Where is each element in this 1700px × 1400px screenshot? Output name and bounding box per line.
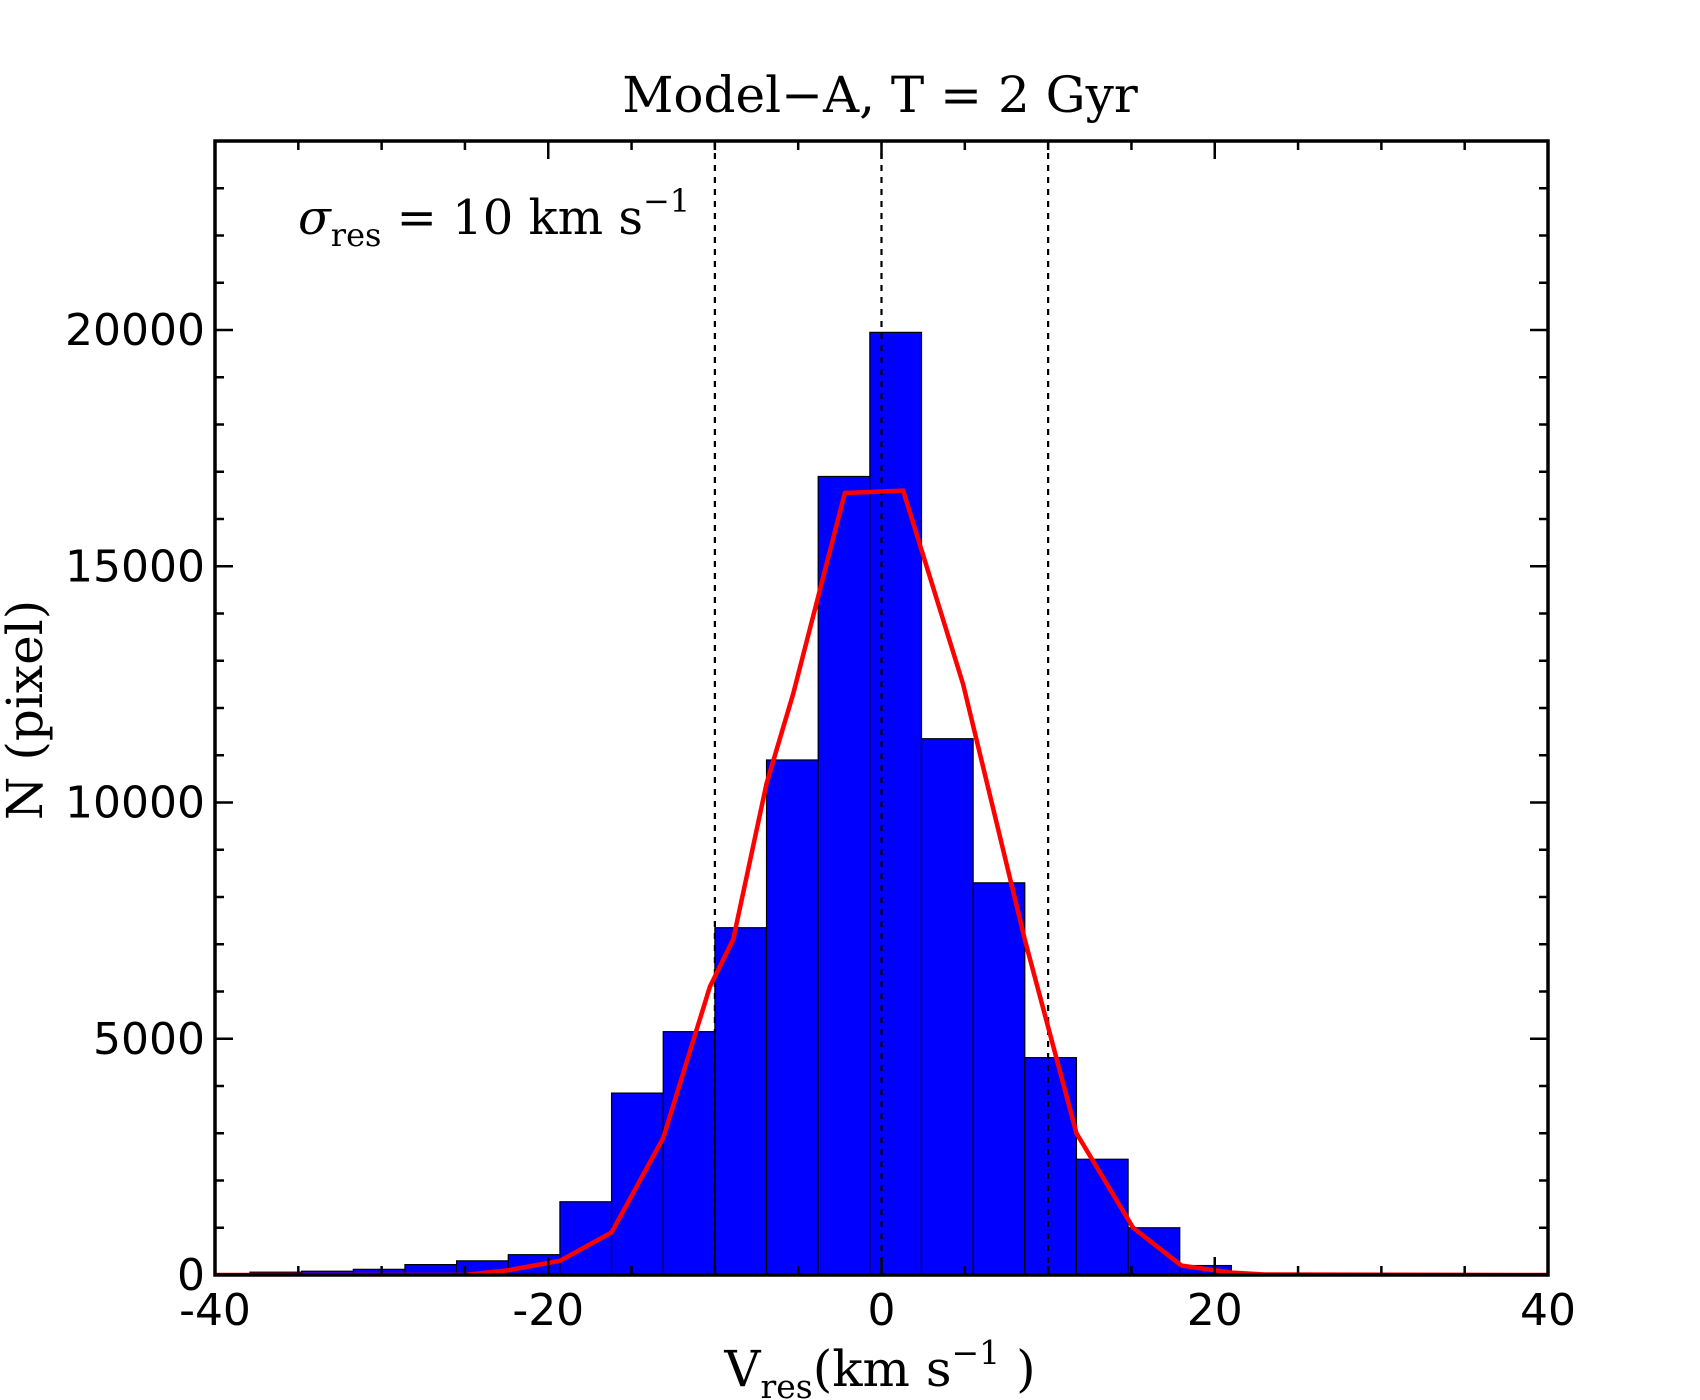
plot-frame [213, 139, 1550, 1277]
histogram-bar [765, 759, 819, 1275]
histogram-bar [817, 475, 871, 1275]
x-axis-label: Vres(km s−1 ) [723, 1333, 1035, 1400]
histogram-bar [869, 331, 923, 1275]
histogram-bar [662, 1031, 716, 1275]
x-tick-labels: -40 -20 0 20 40 [179, 1285, 1576, 1336]
histogram-bar [920, 738, 974, 1275]
histogram-bar [1127, 1227, 1181, 1275]
x-tick-label: -20 [512, 1285, 584, 1336]
y-axis-label: N (pixel) [0, 600, 54, 820]
histogram-bar [1024, 1057, 1078, 1275]
y-tick-label: 0 [177, 1250, 205, 1301]
y-tick-label: 15000 [65, 541, 205, 592]
y-tick-labels: 0 5000 10000 15000 20000 [65, 305, 205, 1301]
x-tick-label: 40 [1520, 1285, 1576, 1336]
chart-title: Model−A, T = 2 Gyr [622, 66, 1138, 124]
dashed-reference-lines [713, 141, 1050, 1275]
y-tick-label: 10000 [65, 778, 205, 829]
sigma-annotation: σres = 10 km s−1 [298, 182, 690, 254]
y-tick-label: 20000 [65, 305, 205, 356]
histogram-bars [215, 331, 1542, 1275]
x-tick-label: -40 [179, 1285, 251, 1336]
x-tick-label: 0 [868, 1285, 896, 1336]
fit-curve [215, 488, 1548, 1275]
histogram-bar [972, 882, 1026, 1275]
histogram-bar [714, 927, 768, 1275]
y-tick-label: 5000 [93, 1014, 205, 1065]
x-tick-label: 20 [1187, 1285, 1243, 1336]
